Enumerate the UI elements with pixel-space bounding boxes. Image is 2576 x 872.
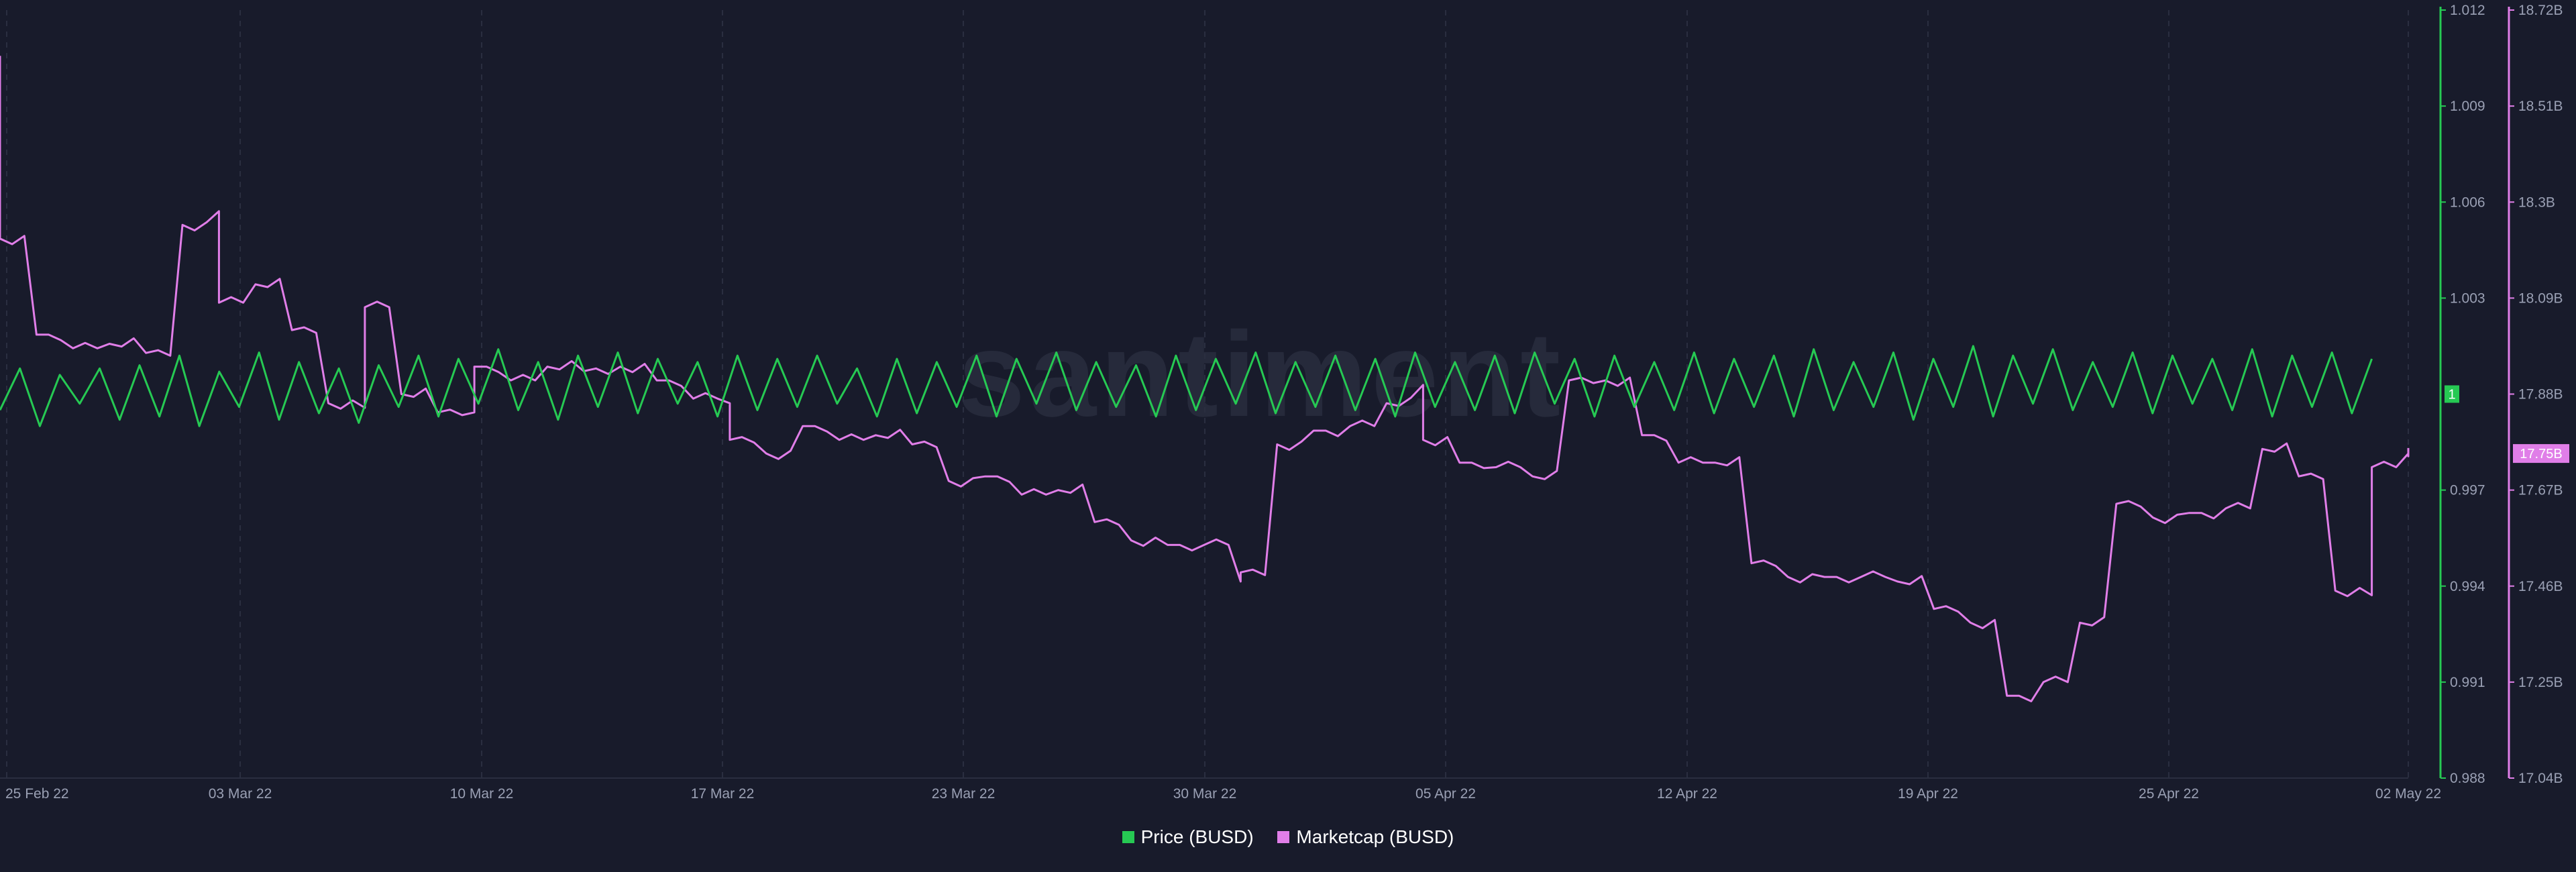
x-tick-label: 05 Apr 22 — [1415, 786, 1476, 802]
legend-item-marketcap[interactable]: Marketcap (BUSD) — [1277, 826, 1454, 848]
legend-label-marketcap: Marketcap (BUSD) — [1296, 826, 1454, 847]
price-axis-label: 1.009 — [2450, 99, 2485, 114]
marketcap-axis-label: 17.67B — [2518, 483, 2563, 498]
marketcap-swatch-icon — [1277, 831, 1290, 843]
x-tick-label: 03 Mar 22 — [209, 786, 272, 802]
marketcap-axis-label: 18.51B — [2518, 99, 2563, 114]
marketcap-axis-label: 17.04B — [2518, 771, 2563, 786]
marketcap-line — [0, 56, 2410, 702]
price-axis-label: 1.006 — [2450, 195, 2485, 210]
x-tick-label: 23 Mar 22 — [932, 786, 996, 802]
marketcap-axis-label: 18.09B — [2518, 290, 2563, 306]
price-axis-label: 1.012 — [2450, 3, 2485, 18]
x-axis: 25 Feb 22 03 Mar 22 10 Mar 22 17 Mar 22 23 M… — [5, 786, 2441, 802]
price-axis-label: 0.988 — [2450, 771, 2485, 786]
marketcap-axis: 18.72B 18.51B 18.3B 18.09B 17.88B 17.67B 17.46… — [2508, 3, 2563, 786]
x-tick-label: 25 Feb 22 — [5, 786, 69, 802]
x-tick-label: 12 Apr 22 — [1657, 786, 1717, 802]
price-line — [0, 345, 2373, 427]
marketcap-axis-label: 17.25B — [2518, 675, 2563, 690]
x-tick-label: 25 Apr 22 — [2139, 786, 2199, 802]
x-tick-label: 30 Mar 22 — [1173, 786, 1237, 802]
marketcap-series — [0, 56, 2410, 702]
x-tick-label: 17 Mar 22 — [691, 786, 755, 802]
price-axis: 1.012 1.009 1.006 1.003 0.997 0.994 0.991 0.988 — [2439, 3, 2485, 786]
price-swatch-icon — [1122, 831, 1134, 843]
marketcap-last-badge — [2513, 444, 2569, 464]
price-axis-label: 0.994 — [2450, 579, 2485, 594]
grid — [0, 10, 2409, 779]
marketcap-last-label: 17.75B — [2520, 447, 2562, 461]
marketcap-axis-label: 17.46B — [2518, 579, 2563, 594]
legend-label-price: Price (BUSD) — [1140, 826, 1254, 847]
legend: Price (BUSD) Marketcap (BUSD) — [0, 826, 2576, 848]
marketcap-axis-label: 18.72B — [2518, 3, 2563, 18]
price-last-badge — [2445, 385, 2459, 403]
x-tick-label: 19 Apr 22 — [1898, 786, 1958, 802]
price-series — [0, 345, 2373, 427]
price-last-label: 1 — [2448, 388, 2455, 402]
last-value-badges: 1 17.75B — [2445, 385, 2569, 464]
marketcap-axis-label: 17.88B — [2518, 387, 2563, 402]
marketcap-axis-label: 18.3B — [2518, 195, 2555, 210]
x-tick-label: 10 Mar 22 — [450, 786, 514, 802]
legend-item-price[interactable]: Price (BUSD) — [1122, 826, 1254, 848]
watermark: santiment — [958, 307, 1564, 442]
x-tick-label: 02 May 22 — [2375, 786, 2441, 802]
price-axis-label: 1.003 — [2450, 290, 2485, 306]
price-axis-label: 0.991 — [2450, 675, 2485, 690]
price-axis-label: 0.997 — [2450, 483, 2485, 498]
